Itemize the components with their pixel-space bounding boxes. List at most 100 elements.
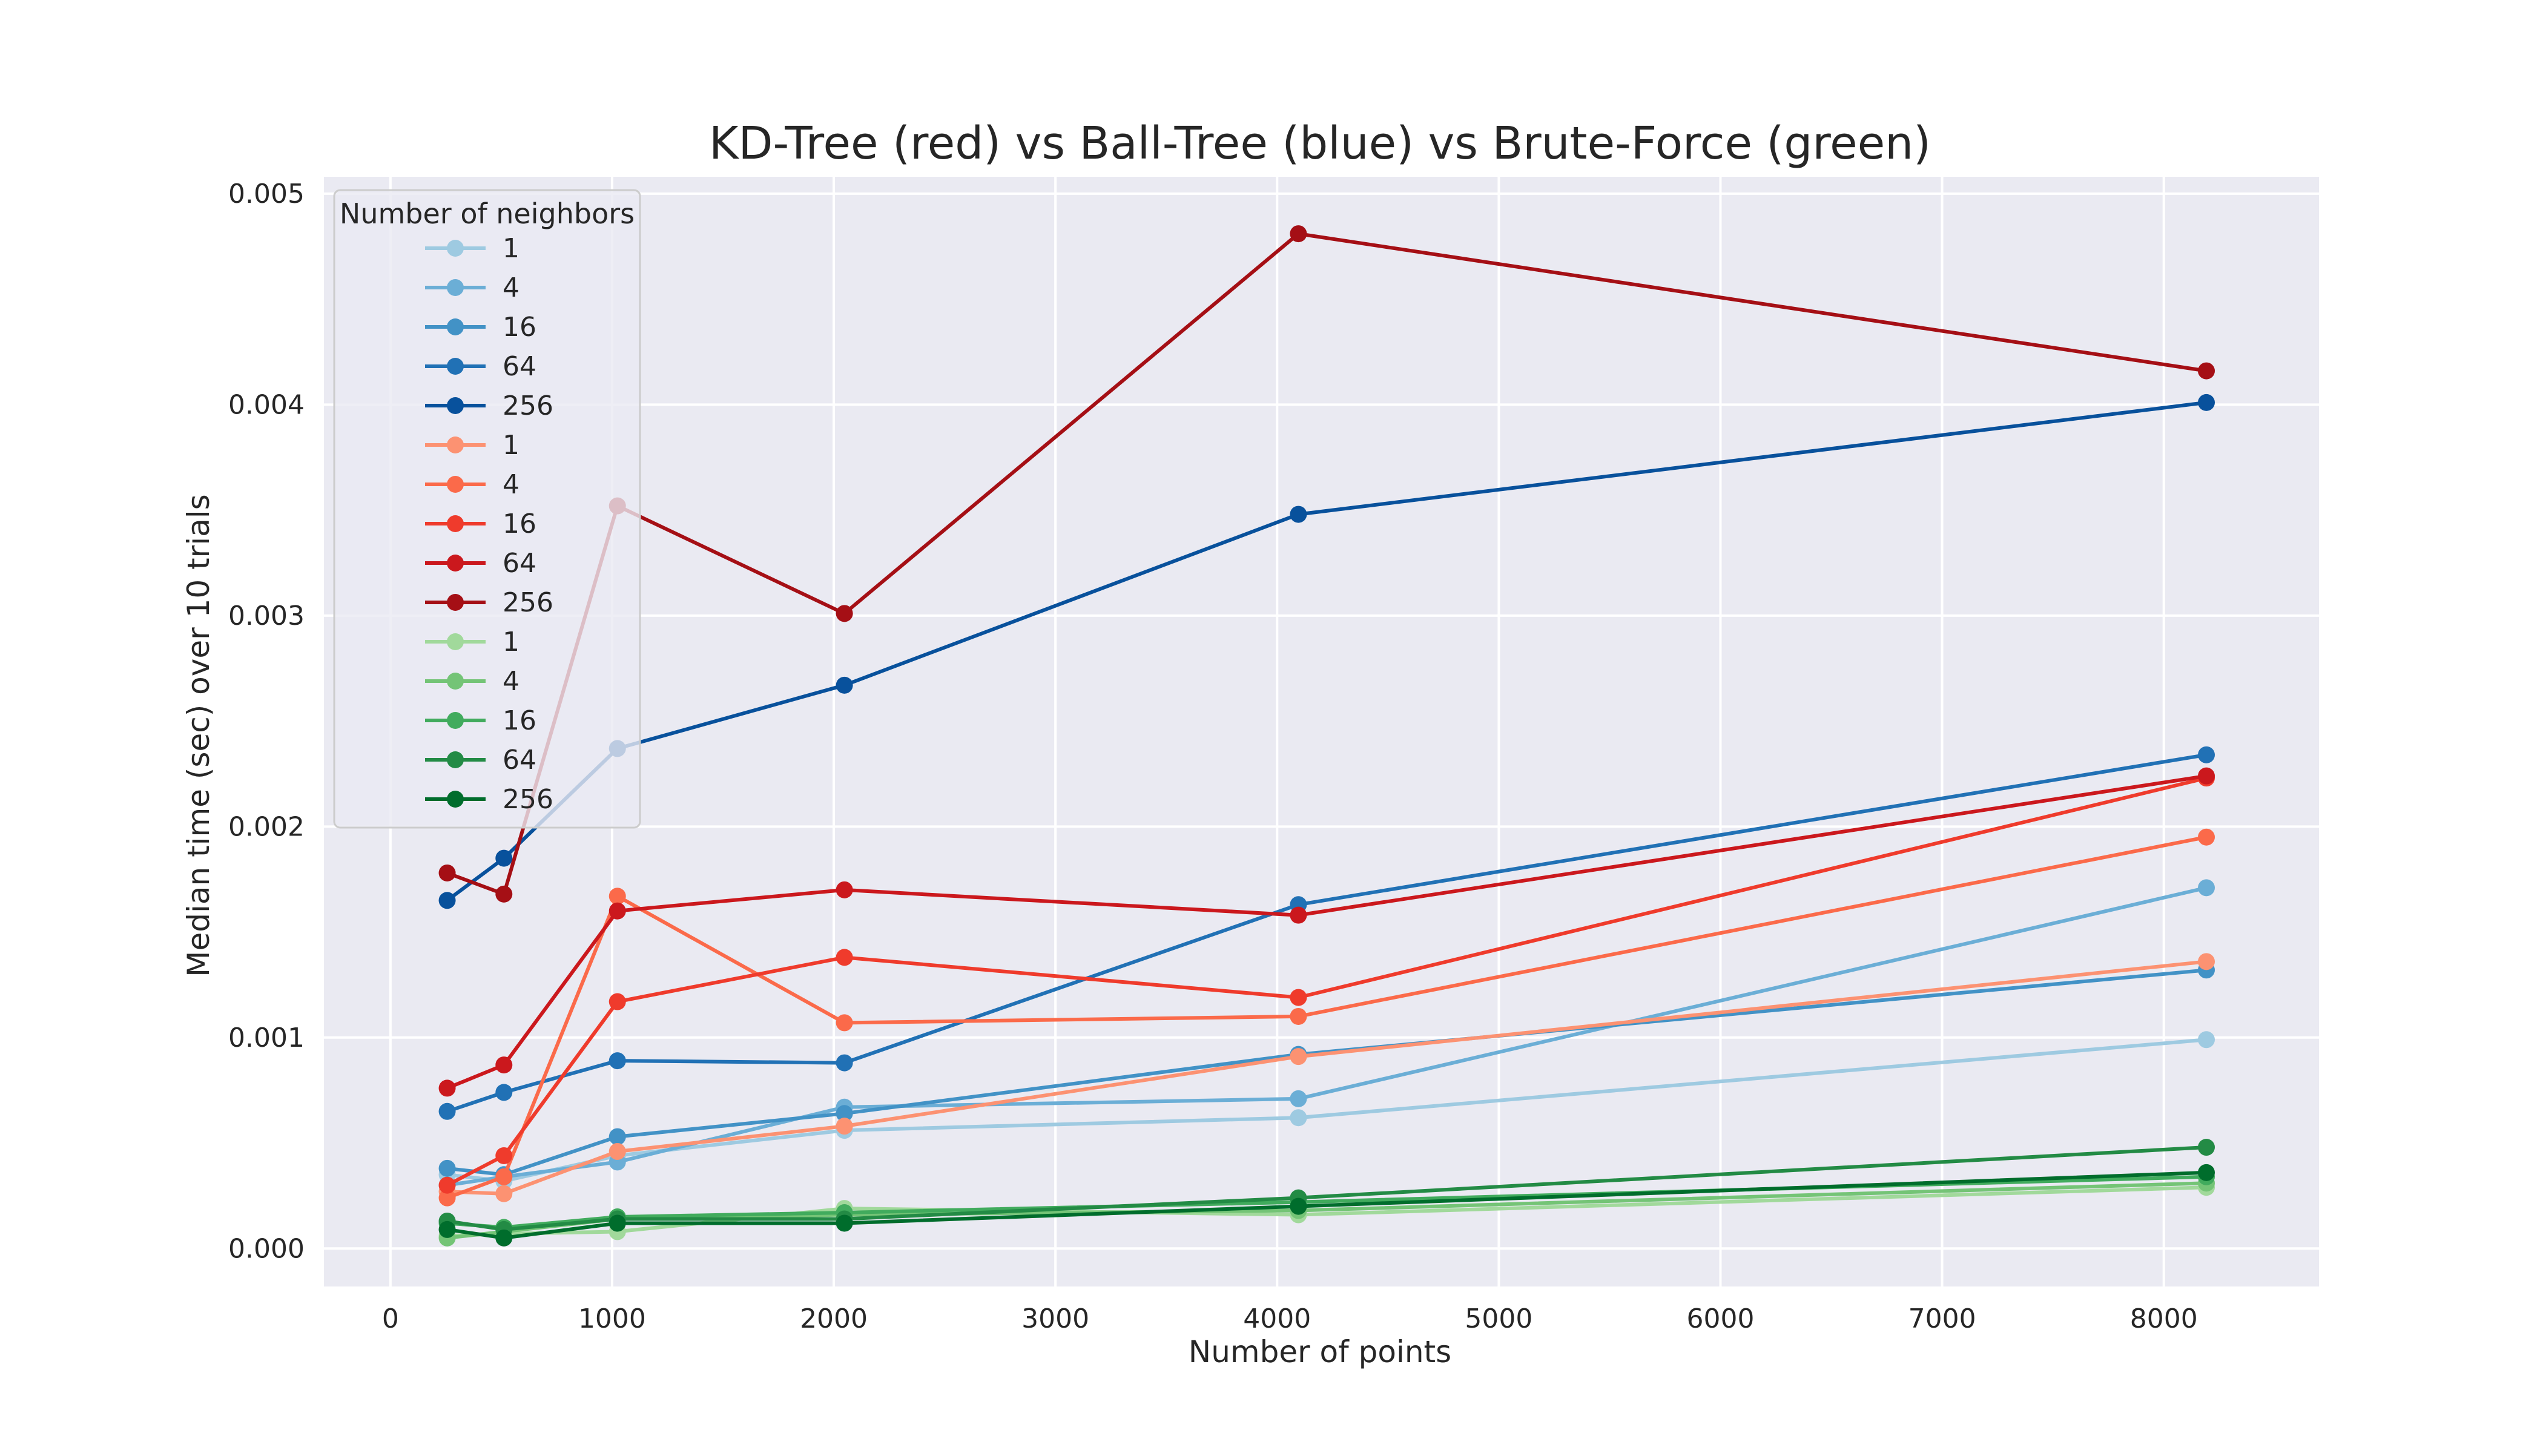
legend-title: Number of neighbors xyxy=(340,197,635,230)
plot-background xyxy=(324,177,2319,1286)
legend-swatch-marker xyxy=(447,436,464,453)
x-tick-label: 7000 xyxy=(1908,1303,1976,1334)
data-point xyxy=(609,888,626,905)
series-line xyxy=(445,886,2208,1187)
data-point xyxy=(2198,362,2215,380)
legend-label: 256 xyxy=(503,587,553,618)
legend-entry: 4 xyxy=(425,272,519,303)
y-axis-label: Median time (sec) over 10 trials xyxy=(181,494,216,977)
legend-swatch-marker xyxy=(447,633,464,650)
data-point xyxy=(495,1229,513,1247)
data-point xyxy=(609,1142,626,1160)
series-kd-tree-256 xyxy=(438,225,2215,903)
data-point xyxy=(438,1159,456,1177)
data-point xyxy=(2198,1164,2215,1181)
legend-label: 4 xyxy=(503,272,519,303)
legend-entry: 256 xyxy=(425,390,553,421)
data-point xyxy=(438,1102,456,1120)
data-point xyxy=(836,1105,853,1122)
x-tick-label: 5000 xyxy=(1465,1303,1532,1334)
data-point xyxy=(836,1054,853,1072)
legend-swatch-marker xyxy=(447,712,464,729)
data-point xyxy=(2198,1031,2215,1049)
data-point xyxy=(2198,1139,2215,1156)
data-point xyxy=(2198,879,2215,897)
series-line xyxy=(445,1170,2208,1240)
legend-swatch-marker xyxy=(447,240,464,257)
legend-swatch-marker xyxy=(447,318,464,335)
data-point xyxy=(438,1176,456,1194)
legend: Number of neighbors141664256141664256141… xyxy=(333,189,641,829)
x-tick-label: 3000 xyxy=(1021,1303,1089,1334)
legend-label: 1 xyxy=(503,233,519,264)
series-line xyxy=(445,232,2208,896)
x-tick-label: 1000 xyxy=(578,1303,646,1334)
data-point xyxy=(495,1147,513,1164)
y-tick-label: 0.000 xyxy=(228,1233,305,1264)
data-point xyxy=(609,993,626,1010)
tick-labels: 0 1000 2000 3000 4000 5000 6000 7000 8000 0.000 0.… xyxy=(228,179,2198,1334)
legend-label: 4 xyxy=(503,666,519,697)
legend-label: 64 xyxy=(503,745,536,776)
legend-entry: 64 xyxy=(425,351,536,382)
x-tick-label: 4000 xyxy=(1243,1303,1311,1334)
data-point xyxy=(495,1185,513,1202)
data-point xyxy=(495,1084,513,1101)
data-point xyxy=(2198,953,2215,970)
data-point xyxy=(438,1220,456,1238)
legend-swatch-marker xyxy=(447,555,464,572)
series-kd-tree-4 xyxy=(438,828,2215,1207)
y-tick-label: 0.004 xyxy=(228,389,305,420)
data-point xyxy=(2198,828,2215,846)
data-point xyxy=(438,1189,456,1207)
data-point xyxy=(836,1118,853,1135)
legend-entry: 1 xyxy=(425,233,519,264)
legend-label: 4 xyxy=(503,469,519,500)
data-point xyxy=(495,1168,513,1185)
series-line xyxy=(445,776,2208,1187)
x-tick-label: 8000 xyxy=(2130,1303,2198,1334)
data-point xyxy=(1290,989,1307,1006)
legend-entry: 1 xyxy=(425,627,519,657)
x-tick-label: 2000 xyxy=(800,1303,868,1334)
data-point xyxy=(609,1128,626,1145)
y-tick-label: 0.002 xyxy=(228,811,305,842)
data-point xyxy=(495,885,513,903)
x-axis-label: Number of points xyxy=(1189,1334,1451,1369)
legend-label: 16 xyxy=(503,705,536,736)
data-point xyxy=(438,892,456,909)
legend-entry: 64 xyxy=(425,548,536,579)
legend-label: 16 xyxy=(503,312,536,343)
x-tick-label: 6000 xyxy=(1687,1303,1755,1334)
legend-swatch-marker xyxy=(447,594,464,611)
series-line xyxy=(445,960,2208,1196)
legend-swatch-marker xyxy=(447,515,464,532)
legend-swatch-marker xyxy=(447,397,464,414)
series-line xyxy=(445,1181,2208,1240)
legend-label: 256 xyxy=(503,784,553,815)
legend-entry: 256 xyxy=(425,587,553,618)
legend-label: 256 xyxy=(503,390,553,421)
legend-swatch-marker xyxy=(447,751,464,768)
series-line xyxy=(445,835,2208,1200)
data-point xyxy=(1290,1197,1307,1215)
data-point xyxy=(609,1052,626,1070)
series-line xyxy=(445,774,2208,1090)
series-kd-tree-64 xyxy=(438,767,2215,1097)
data-point xyxy=(836,1214,853,1232)
data-point xyxy=(1290,906,1307,924)
series-group xyxy=(438,225,2215,1247)
data-point xyxy=(2198,746,2215,763)
data-point xyxy=(836,949,853,966)
data-point xyxy=(836,881,853,898)
data-point xyxy=(1290,1048,1307,1066)
legend-swatch-marker xyxy=(447,673,464,690)
y-tick-label: 0.003 xyxy=(228,601,305,631)
data-point xyxy=(2198,394,2215,411)
data-point xyxy=(2198,767,2215,785)
y-tick-label: 0.005 xyxy=(228,179,305,209)
gridlines xyxy=(324,177,2319,1286)
chart-title: KD-Tree (red) vs Ball-Tree (blue) vs Bru… xyxy=(709,117,1931,170)
